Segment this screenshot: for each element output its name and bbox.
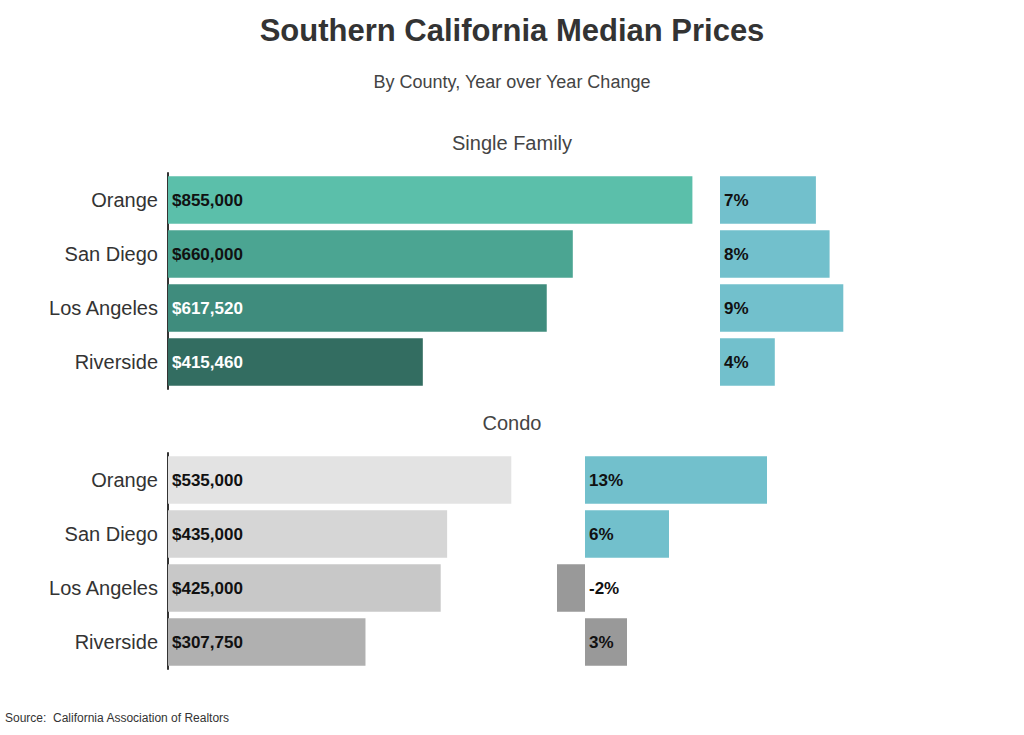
svg-text:8%: 8%: [724, 245, 749, 264]
svg-text:9%: 9%: [724, 299, 749, 318]
svg-text:$617,520: $617,520: [172, 299, 243, 318]
svg-text:6%: 6%: [589, 525, 614, 544]
svg-text:Condo: Condo: [483, 412, 542, 434]
svg-text:San Diego: San Diego: [65, 523, 158, 545]
svg-text:Orange: Orange: [91, 469, 158, 491]
svg-text:Los Angeles: Los Angeles: [49, 297, 158, 319]
svg-text:Source: California Associatio: Source: California Association of Realto…: [5, 711, 229, 725]
svg-text:3%: 3%: [589, 633, 614, 652]
svg-text:$660,000: $660,000: [172, 245, 243, 264]
svg-text:$535,000: $535,000: [172, 471, 243, 490]
svg-text:$415,460: $415,460: [172, 353, 243, 372]
svg-text:San Diego: San Diego: [65, 243, 158, 265]
svg-text:7%: 7%: [724, 191, 749, 210]
svg-text:Orange: Orange: [91, 189, 158, 211]
svg-text:$435,000: $435,000: [172, 525, 243, 544]
svg-text:$307,750: $307,750: [172, 633, 243, 652]
svg-text:Los Angeles: Los Angeles: [49, 577, 158, 599]
svg-text:13%: 13%: [589, 471, 623, 490]
svg-text:$425,000: $425,000: [172, 579, 243, 598]
svg-text:$855,000: $855,000: [172, 191, 243, 210]
svg-text:Single Family: Single Family: [452, 132, 572, 154]
svg-text:By County, Year over Year Chan: By County, Year over Year Change: [374, 72, 651, 92]
svg-text:-2%: -2%: [589, 579, 619, 598]
svg-text:Riverside: Riverside: [75, 631, 158, 653]
svg-text:4%: 4%: [724, 353, 749, 372]
svg-text:Riverside: Riverside: [75, 351, 158, 373]
svg-text:Southern California Median Pri: Southern California Median Prices: [260, 13, 765, 48]
